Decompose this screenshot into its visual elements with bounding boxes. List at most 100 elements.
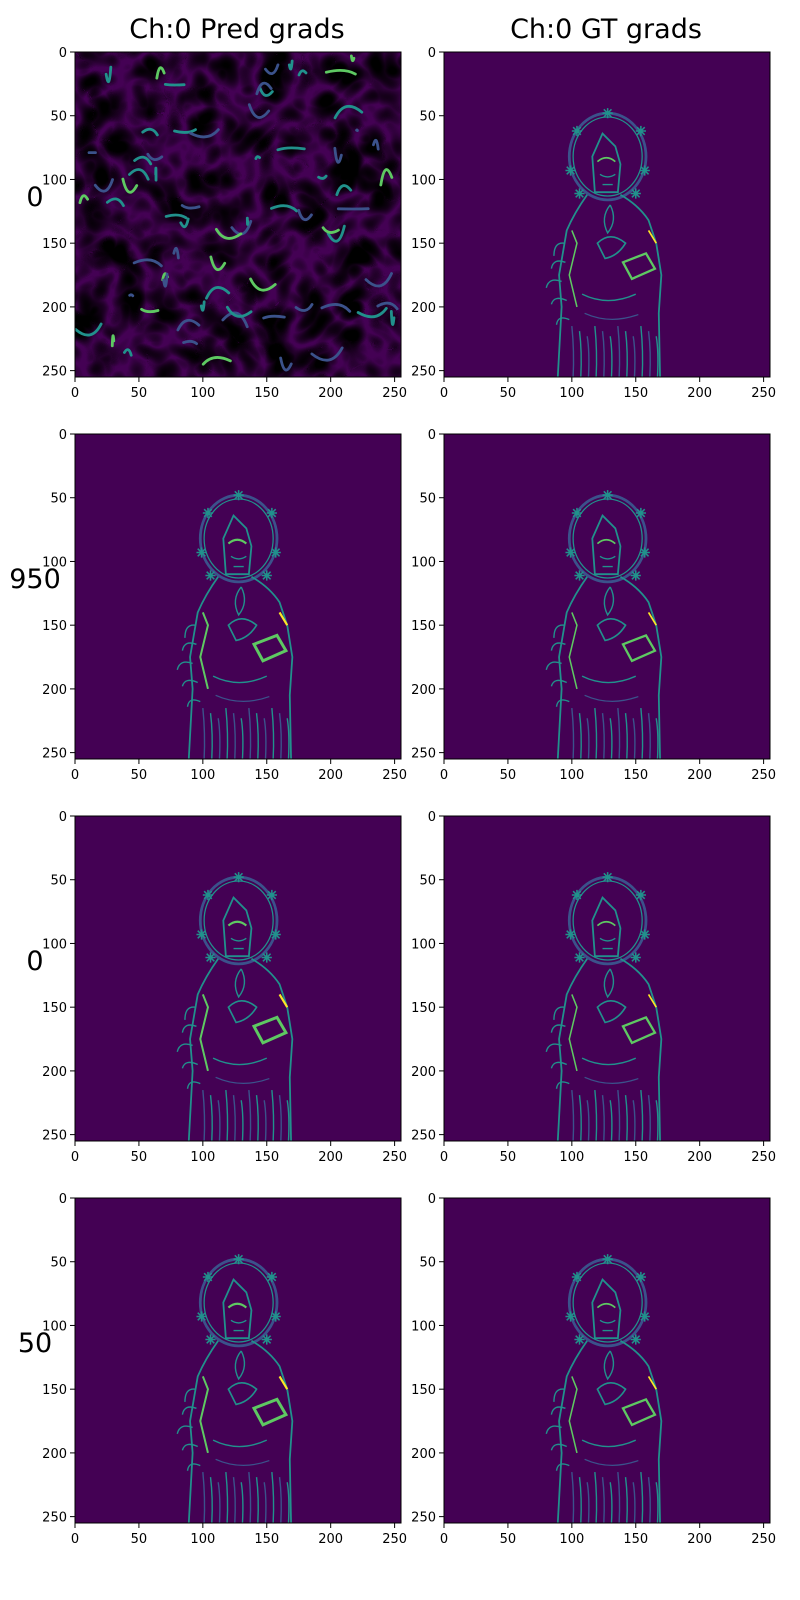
- leaf: [184, 624, 196, 638]
- robe-fold: [640, 325, 644, 378]
- halo-star: [574, 188, 585, 199]
- heatmap-background: [444, 1198, 770, 1523]
- x-tick-label: 100: [559, 768, 584, 783]
- y-tick-label: 0: [59, 1192, 67, 1207]
- staff: [568, 230, 578, 308]
- robe-fold: [578, 331, 582, 378]
- leaf: [555, 1081, 570, 1089]
- noise-squiggle: [164, 213, 188, 220]
- x-tick-label: 100: [559, 1150, 584, 1165]
- robe-fold: [263, 718, 267, 760]
- halo-star: [202, 1271, 214, 1283]
- heatmap-content: [75, 52, 401, 377]
- noise-squiggle: [172, 246, 180, 260]
- face-detail: [230, 1319, 247, 1332]
- robe-fold: [647, 713, 651, 760]
- noise-squiggle: [326, 224, 346, 243]
- x-tick-label: 150: [254, 768, 279, 783]
- x-tick-label: 50: [131, 1532, 148, 1547]
- highlight-edge: [647, 1376, 657, 1390]
- y-tick-label: 100: [42, 555, 67, 570]
- noise-squiggle: [356, 306, 388, 319]
- noise-squiggle: [297, 69, 308, 77]
- leaf: [553, 242, 565, 256]
- robe-fold: [286, 1482, 290, 1524]
- robe-fold: [578, 1095, 582, 1142]
- leaf: [550, 260, 566, 269]
- sash-lower: [215, 1458, 270, 1466]
- noise-squiggle: [349, 54, 356, 63]
- halo-star: [639, 547, 650, 558]
- noise-squiggle: [372, 138, 380, 151]
- x-tick-label: 150: [254, 386, 279, 401]
- noise-squiggle: [105, 197, 125, 208]
- halo-star: [602, 872, 613, 883]
- x-tick-label: 100: [559, 386, 584, 401]
- noise-squiggle: [199, 300, 206, 312]
- robe-fold: [601, 1477, 605, 1524]
- hand: [596, 999, 627, 1024]
- noise-squiggle: [230, 219, 253, 236]
- x-tick-label: 150: [254, 1532, 279, 1547]
- panel-row0-gt: 0 50 100 150 200 250 0 50 100 150 200 250: [411, 46, 776, 401]
- noise-squiggle: [294, 303, 314, 312]
- leaf: [553, 624, 565, 638]
- halo-star: [630, 952, 641, 963]
- leaf: [184, 1388, 196, 1402]
- highlight-edge: [647, 230, 657, 244]
- x-tick-label: 250: [751, 768, 776, 783]
- halo-star: [261, 952, 272, 963]
- y-tick-label: 50: [419, 874, 436, 889]
- halo-star: [233, 1254, 244, 1265]
- head-mitre: [591, 514, 622, 576]
- hand: [596, 1381, 627, 1406]
- y-tick-label: 150: [411, 1383, 436, 1398]
- halo-star: [630, 188, 641, 199]
- y-tick-label: 200: [411, 683, 436, 698]
- halo-star: [639, 1311, 650, 1322]
- noise-squiggle: [262, 314, 286, 320]
- robe-fold: [255, 1095, 259, 1142]
- leaf: [553, 1388, 565, 1402]
- noise-squiggle: [78, 194, 89, 205]
- y-tick-label: 0: [428, 1192, 436, 1207]
- noise-squiggle: [132, 258, 163, 268]
- head-mitre: [222, 514, 253, 576]
- robe-fold: [225, 1471, 229, 1524]
- noise-squiggle: [146, 152, 164, 161]
- halo-star: [565, 929, 576, 940]
- robe-fold: [632, 718, 636, 760]
- chest-detail: [603, 204, 615, 235]
- robe-fold: [232, 1477, 236, 1524]
- leaf: [550, 679, 568, 687]
- y-tick-label: 150: [411, 237, 436, 252]
- robe-fold: [255, 1477, 259, 1524]
- robe-fold: [594, 707, 598, 760]
- x-tick-label: 0: [71, 768, 79, 783]
- body-right: [250, 575, 294, 760]
- panel-frame: [443, 1197, 771, 1524]
- noise-squiggle: [264, 63, 280, 76]
- panel-frame: [443, 815, 771, 1142]
- noise-squiggle: [279, 356, 293, 372]
- x-tick-label: 50: [500, 1532, 517, 1547]
- y-tick-label: 100: [411, 937, 436, 952]
- staff: [568, 994, 578, 1072]
- x-tick-label: 250: [382, 768, 407, 783]
- leaf: [176, 1425, 193, 1434]
- y-tick-label: 150: [411, 619, 436, 634]
- leaf: [181, 642, 197, 651]
- chest-detail: [234, 968, 246, 999]
- y-tick-label: 50: [419, 1256, 436, 1271]
- heatmap-content: [176, 872, 294, 1142]
- sash: [212, 1439, 268, 1448]
- head-detail: [227, 538, 248, 545]
- robe-fold: [647, 1095, 651, 1142]
- halo-star: [635, 507, 646, 519]
- halo-star: [261, 570, 272, 581]
- noise-squiggle: [258, 86, 274, 97]
- y-tick-label: 250: [42, 1129, 67, 1144]
- halo-star: [233, 490, 244, 501]
- robe-fold: [640, 1471, 644, 1524]
- halo-star: [635, 125, 646, 137]
